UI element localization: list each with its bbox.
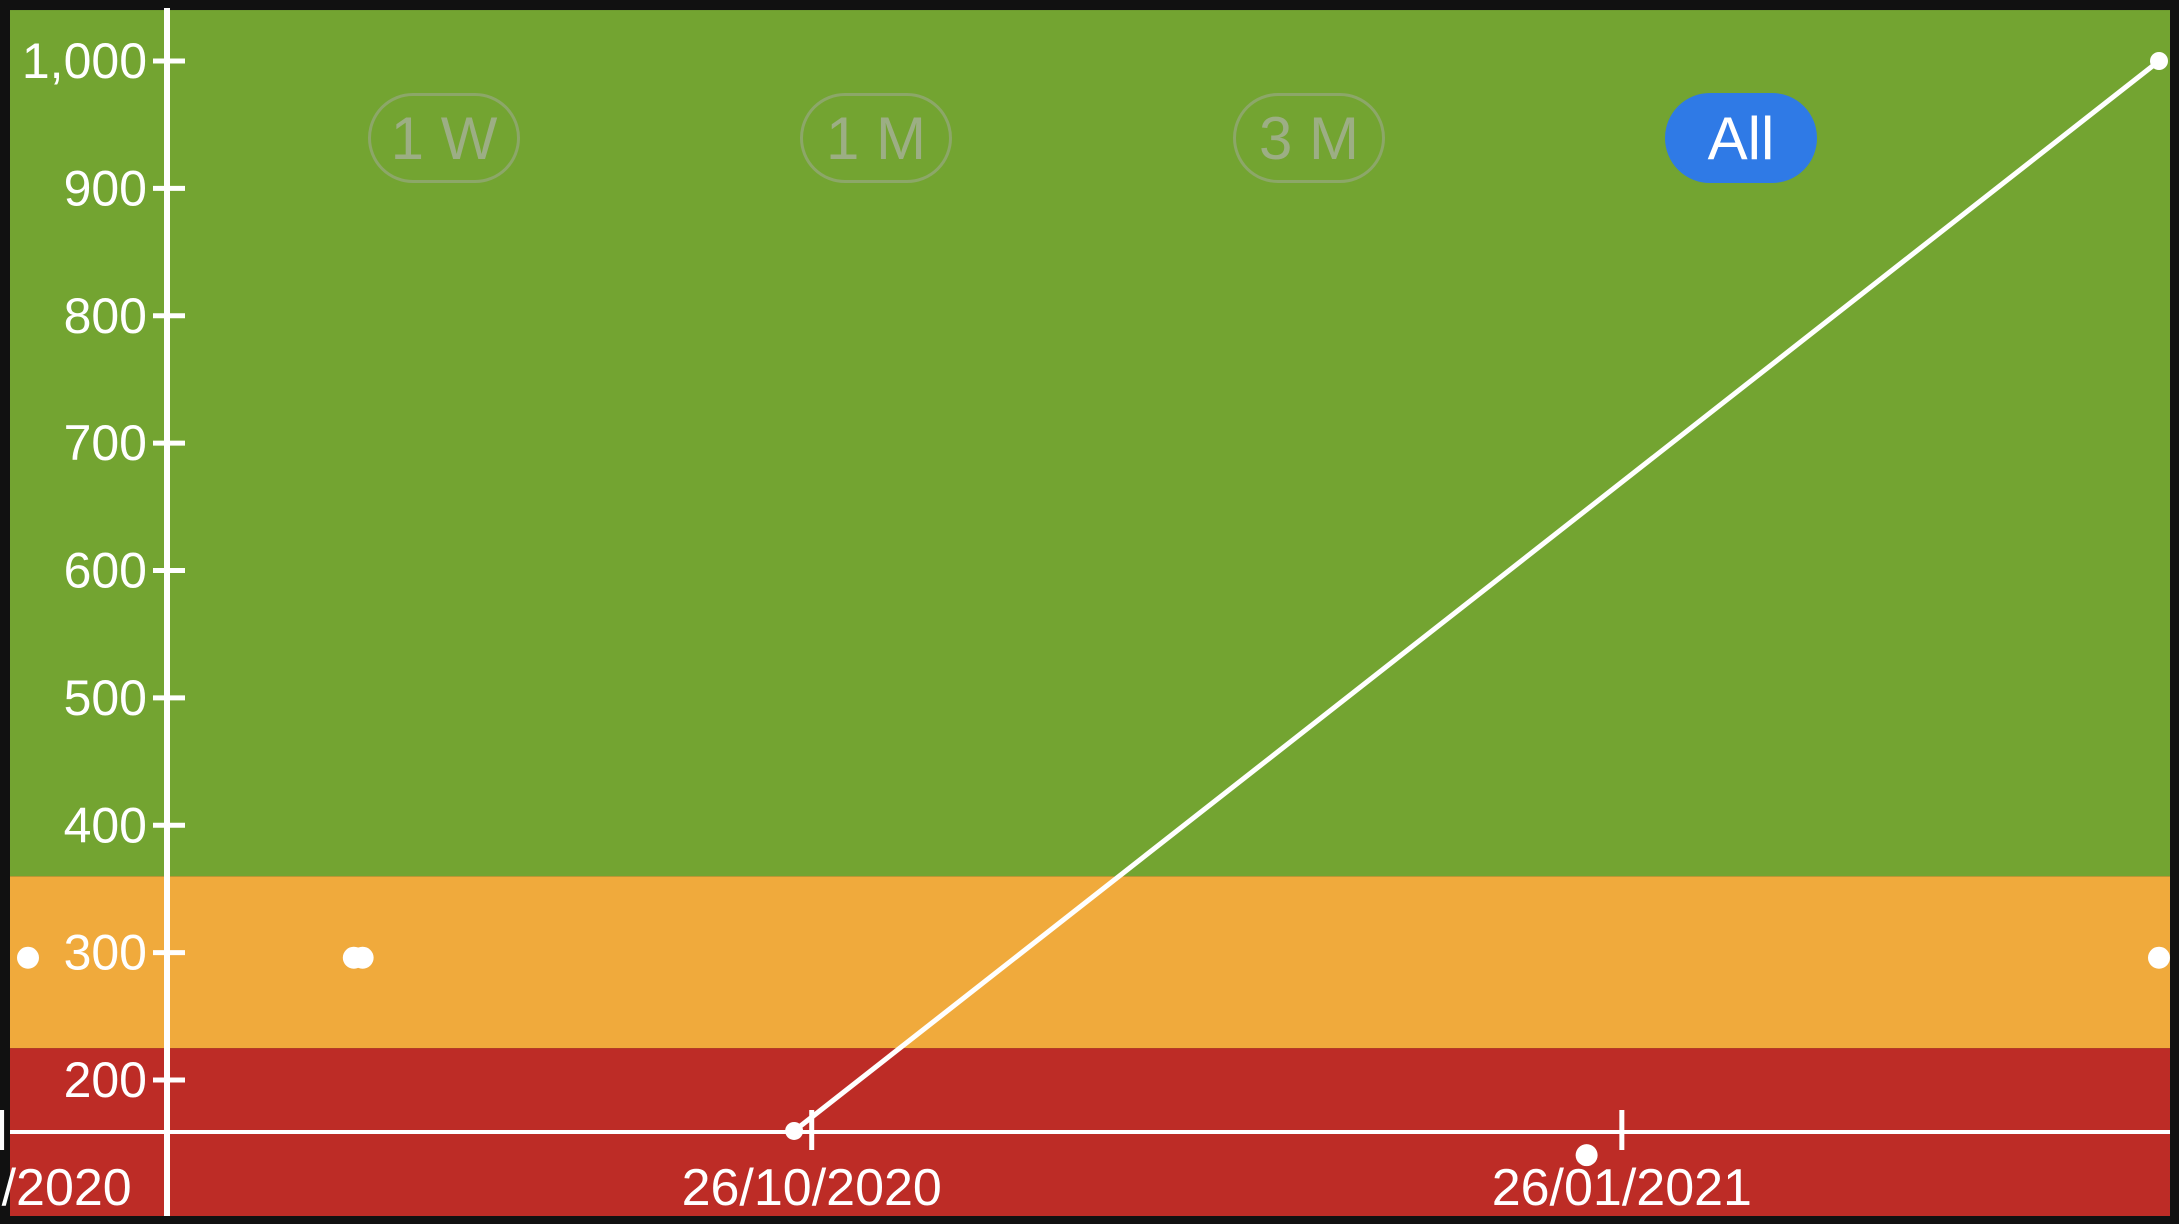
x-tick-label-1: 26/10/2020 xyxy=(682,1159,942,1217)
zone-band-2 xyxy=(10,10,2170,877)
data-marker-4 xyxy=(2148,946,2170,969)
data-marker-0 xyxy=(17,946,39,969)
series-point-0-0 xyxy=(785,1121,804,1140)
zone-band-bottom xyxy=(10,1130,2170,1216)
y-tick-label-300: 300 xyxy=(64,925,147,981)
x-tick-label-2: 26/01/2021 xyxy=(1492,1159,1752,1217)
data-marker-3 xyxy=(1575,1144,1598,1167)
y-tick-label-200: 200 xyxy=(64,1052,147,1108)
range-button-3m[interactable]: 3 M xyxy=(1233,93,1385,183)
range-button-1m[interactable]: 1 M xyxy=(800,93,952,183)
zone-band-0 xyxy=(10,1048,2170,1131)
y-tick-label-700: 700 xyxy=(64,415,147,471)
y-tick-label-800: 800 xyxy=(64,288,147,344)
y-tick-label-1000: 1,000 xyxy=(22,33,147,89)
range-button-1w[interactable]: 1 W xyxy=(368,93,520,183)
series-point-0-1 xyxy=(2150,52,2168,70)
range-button-all[interactable]: All xyxy=(1665,93,1817,183)
y-tick-label-500: 500 xyxy=(64,670,147,726)
y-tick-label-400: 400 xyxy=(64,797,147,853)
x-tick-label-0: 26/07/2020 xyxy=(0,1159,132,1217)
series-line-0 xyxy=(792,59,2161,1133)
y-tick-label-900: 900 xyxy=(64,160,147,216)
y-tick-label-600: 600 xyxy=(64,543,147,599)
data-marker-2 xyxy=(351,946,374,969)
